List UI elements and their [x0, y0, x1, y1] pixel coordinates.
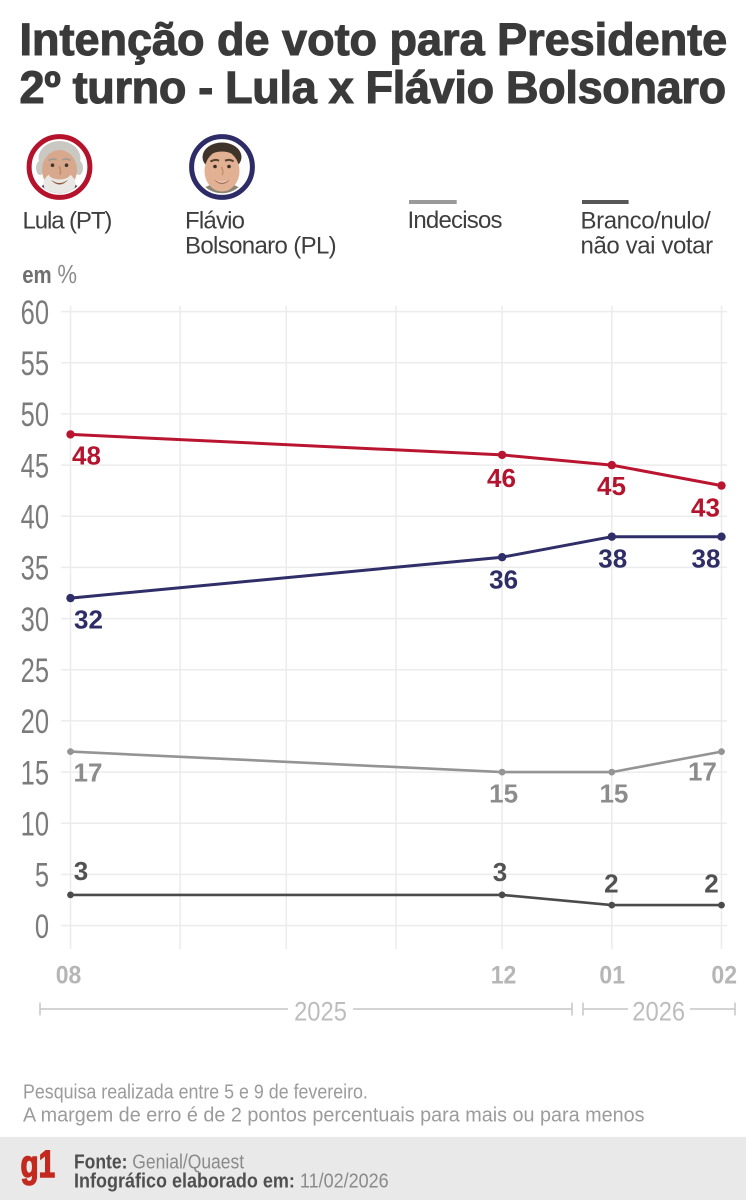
- svg-text:17: 17: [688, 757, 717, 787]
- svg-text:38: 38: [598, 544, 627, 574]
- svg-text:25: 25: [21, 653, 49, 690]
- svg-text:5: 5: [35, 857, 49, 894]
- svg-text:02: 02: [711, 962, 737, 990]
- svg-text:Intenção de voto para Presiden: Intenção de voto para Presidente: [20, 14, 728, 65]
- svg-text:30: 30: [21, 601, 49, 638]
- svg-text:2º turno - Lula x Flávio Bolso: 2º turno - Lula x Flávio Bolsonaro: [20, 62, 726, 113]
- svg-text:60: 60: [21, 294, 49, 331]
- svg-text:Flávio: Flávio: [185, 208, 245, 235]
- svg-text:10: 10: [21, 806, 49, 843]
- svg-text:45: 45: [597, 471, 626, 501]
- svg-text:43: 43: [691, 493, 720, 523]
- svg-text:3: 3: [493, 857, 507, 887]
- svg-text:15: 15: [21, 755, 49, 792]
- svg-text:15: 15: [599, 779, 628, 809]
- svg-text:3: 3: [74, 856, 88, 886]
- svg-text:20: 20: [21, 704, 49, 741]
- svg-text:46: 46: [487, 463, 516, 493]
- svg-text:38: 38: [692, 544, 721, 574]
- svg-text:Fonte: Genial/Quaest: Fonte: Genial/Quaest: [74, 1150, 245, 1172]
- svg-text:32: 32: [74, 604, 103, 634]
- svg-text:48: 48: [72, 440, 101, 470]
- svg-text:A margem de erro é de 2 pontos: A margem de erro é de 2 pontos percentua…: [23, 1104, 645, 1126]
- svg-text:15: 15: [489, 779, 518, 809]
- svg-text:35: 35: [21, 550, 49, 587]
- svg-text:Bolsonaro (PL): Bolsonaro (PL): [185, 233, 336, 260]
- svg-text:Infográfico elaborado em: 11/0: Infográfico elaborado em: 11/02/2026: [74, 1171, 389, 1193]
- svg-text:55: 55: [21, 346, 49, 383]
- svg-text:12: 12: [491, 962, 517, 990]
- svg-text:não vai votar: não vai votar: [581, 233, 714, 260]
- svg-text:36: 36: [489, 565, 518, 595]
- svg-text:g1: g1: [21, 1144, 56, 1186]
- svg-text:Lula (PT): Lula (PT): [23, 208, 112, 235]
- svg-text:0: 0: [35, 908, 49, 945]
- svg-text:2: 2: [604, 869, 618, 899]
- svg-text:em %: em %: [22, 260, 77, 289]
- svg-text:40: 40: [21, 499, 49, 536]
- svg-text:Branco/nulo/: Branco/nulo/: [581, 208, 712, 235]
- svg-text:45: 45: [21, 448, 49, 485]
- svg-text:2025: 2025: [294, 997, 347, 1027]
- svg-text:Indecisos: Indecisos: [408, 207, 503, 234]
- svg-text:17: 17: [74, 757, 103, 787]
- svg-text:01: 01: [599, 962, 625, 990]
- svg-text:08: 08: [56, 962, 82, 990]
- svg-text:Pesquisa realizada entre 5 e 9: Pesquisa realizada entre 5 e 9 de fevere…: [23, 1082, 368, 1104]
- svg-text:2026: 2026: [632, 997, 685, 1027]
- svg-text:2: 2: [704, 869, 718, 899]
- svg-text:50: 50: [21, 397, 49, 434]
